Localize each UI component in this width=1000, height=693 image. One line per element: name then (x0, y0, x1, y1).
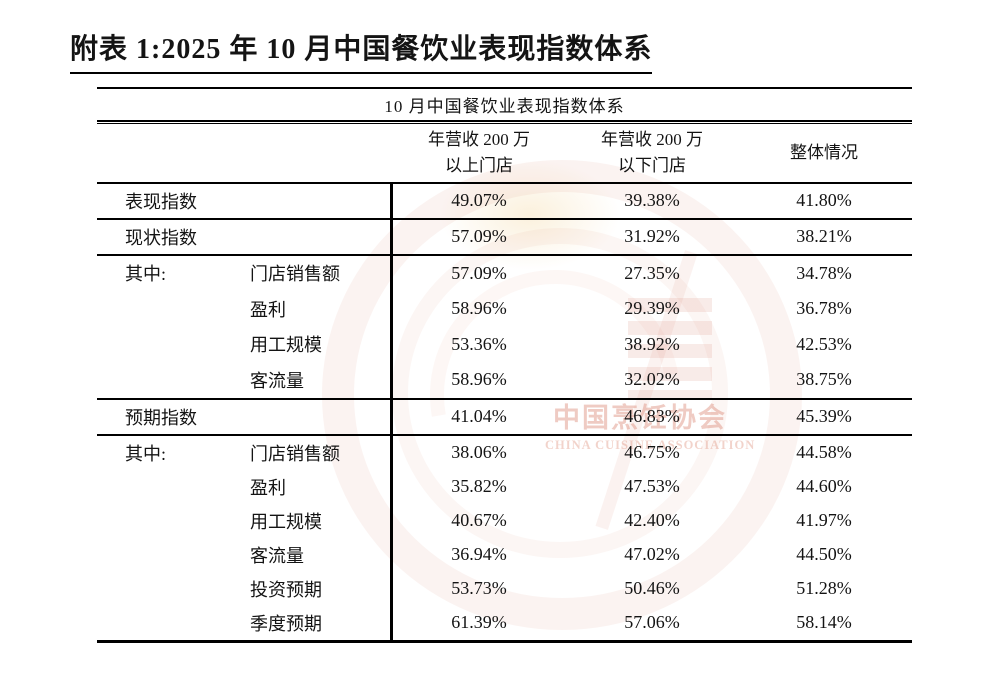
value-cell: 34.78% (796, 262, 852, 283)
value-cell: 41.04% (451, 406, 507, 426)
table-row: 其中: 门店销售额 38.06% 46.75% 44.58% (97, 436, 912, 470)
column-header-above-2m: 年营收 200 万 以上门店 (390, 124, 568, 182)
value-cell: 44.50% (796, 544, 852, 564)
row-label: 其中: (125, 264, 167, 285)
value-cell: 32.02% (624, 369, 680, 390)
table-row: 用工规模 40.67% 42.40% 41.97% (97, 504, 912, 538)
value-cell: 36.94% (451, 544, 507, 564)
header-line: 年营收 200 万 (601, 129, 703, 149)
value-cell: 46.83% (624, 406, 680, 426)
header-spacer-2 (250, 124, 390, 182)
value-cell: 49.07% (451, 190, 507, 210)
row-label: 其中: (125, 443, 167, 464)
value-cell: 38.92% (624, 333, 680, 354)
value-cell: 58.96% (451, 369, 507, 390)
table-row: 预期指数 41.04% 46.83% 45.39% (97, 400, 912, 436)
column-header-below-2m: 年营收 200 万 以下门店 (568, 124, 736, 182)
value-cell: 39.38% (624, 190, 680, 210)
sub-label: 季度预期 (250, 613, 322, 634)
index-table: 10 月中国餐饮业表现指数体系 年营收 200 万 以上门店 年营收 200 万… (97, 87, 912, 643)
header-line: 以下门店 (618, 155, 686, 175)
value-cell: 40.67% (451, 510, 507, 530)
table-row: 客流量 36.94% 47.02% 44.50% (97, 538, 912, 572)
sub-label: 门店销售额 (250, 443, 340, 464)
value-cell: 38.06% (451, 442, 507, 462)
header-line: 整体情况 (790, 142, 858, 162)
header-line: 以上门店 (445, 155, 513, 175)
value-cell: 42.40% (624, 510, 680, 530)
vertical-divider (390, 183, 393, 643)
table-row: 季度预期 61.39% 57.06% 58.14% (97, 606, 912, 640)
value-cell: 31.92% (624, 226, 680, 246)
table-row: 投资预期 53.73% 50.46% 51.28% (97, 572, 912, 606)
value-cell: 58.96% (451, 298, 507, 319)
value-cell: 58.14% (796, 612, 852, 632)
value-cell: 42.53% (796, 333, 852, 354)
row-label: 预期指数 (125, 407, 197, 428)
value-cell: 27.35% (624, 262, 680, 283)
value-cell: 53.73% (451, 578, 507, 598)
value-cell: 29.39% (624, 298, 680, 319)
column-header-overall: 整体情况 (736, 124, 912, 182)
value-cell: 46.75% (624, 442, 680, 462)
value-cell: 44.58% (796, 442, 852, 462)
table-row: 现状指数 57.09% 31.92% 38.21% (97, 220, 912, 256)
value-cell: 50.46% (624, 578, 680, 598)
table-row: 用工规模 53.36% 38.92% 42.53% (97, 327, 912, 363)
sub-label: 盈利 (250, 477, 286, 498)
value-cell: 51.28% (796, 578, 852, 598)
subgroup-block: 其中: 门店销售额 38.06% 46.75% 44.58% 盈利 35.82%… (97, 436, 912, 643)
table-row: 盈利 58.96% 29.39% 36.78% (97, 291, 912, 327)
value-cell: 45.39% (796, 406, 852, 426)
row-label: 现状指数 (125, 227, 197, 248)
sub-label: 客流量 (250, 545, 304, 566)
value-cell: 41.80% (796, 190, 852, 210)
sub-label: 盈利 (250, 299, 286, 320)
row-label: 表现指数 (125, 191, 197, 212)
caption-double-rule (97, 120, 912, 124)
table-caption: 10 月中国餐饮业表现指数体系 (97, 87, 912, 120)
table-row: 表现指数 49.07% 39.38% 41.80% (97, 184, 912, 220)
value-cell: 47.53% (624, 476, 680, 496)
value-cell: 47.02% (624, 544, 680, 564)
value-cell: 35.82% (451, 476, 507, 496)
value-cell: 38.21% (796, 226, 852, 246)
value-cell: 41.97% (796, 510, 852, 530)
header-spacer (97, 124, 250, 182)
value-cell: 57.06% (624, 612, 680, 632)
sub-label: 客流量 (250, 370, 304, 391)
sub-label: 门店销售额 (250, 264, 340, 285)
table-row: 其中: 门店销售额 57.09% 27.35% 34.78% (97, 256, 912, 292)
value-cell: 61.39% (451, 612, 507, 632)
column-header-row: 年营收 200 万 以上门店 年营收 200 万 以下门店 整体情况 (97, 124, 912, 184)
table-row: 盈利 35.82% 47.53% 44.60% (97, 470, 912, 504)
value-cell: 53.36% (451, 333, 507, 354)
table-row: 客流量 58.96% 32.02% 38.75% (97, 362, 912, 398)
value-cell: 57.09% (451, 226, 507, 246)
table-body: 表现指数 49.07% 39.38% 41.80% 现状指数 57.09% 31… (97, 183, 912, 643)
subgroup-block: 其中: 门店销售额 57.09% 27.35% 34.78% 盈利 58.96%… (97, 256, 912, 400)
sub-label: 用工规模 (250, 335, 322, 356)
value-cell: 38.75% (796, 369, 852, 390)
page-title: 附表 1:2025 年 10 月中国餐饮业表现指数体系 (70, 27, 653, 74)
value-cell: 44.60% (796, 476, 852, 496)
sub-label: 投资预期 (250, 579, 322, 600)
value-cell: 57.09% (451, 262, 507, 283)
value-cell: 36.78% (796, 298, 852, 319)
sub-label: 用工规模 (250, 511, 322, 532)
header-line: 年营收 200 万 (428, 129, 530, 149)
